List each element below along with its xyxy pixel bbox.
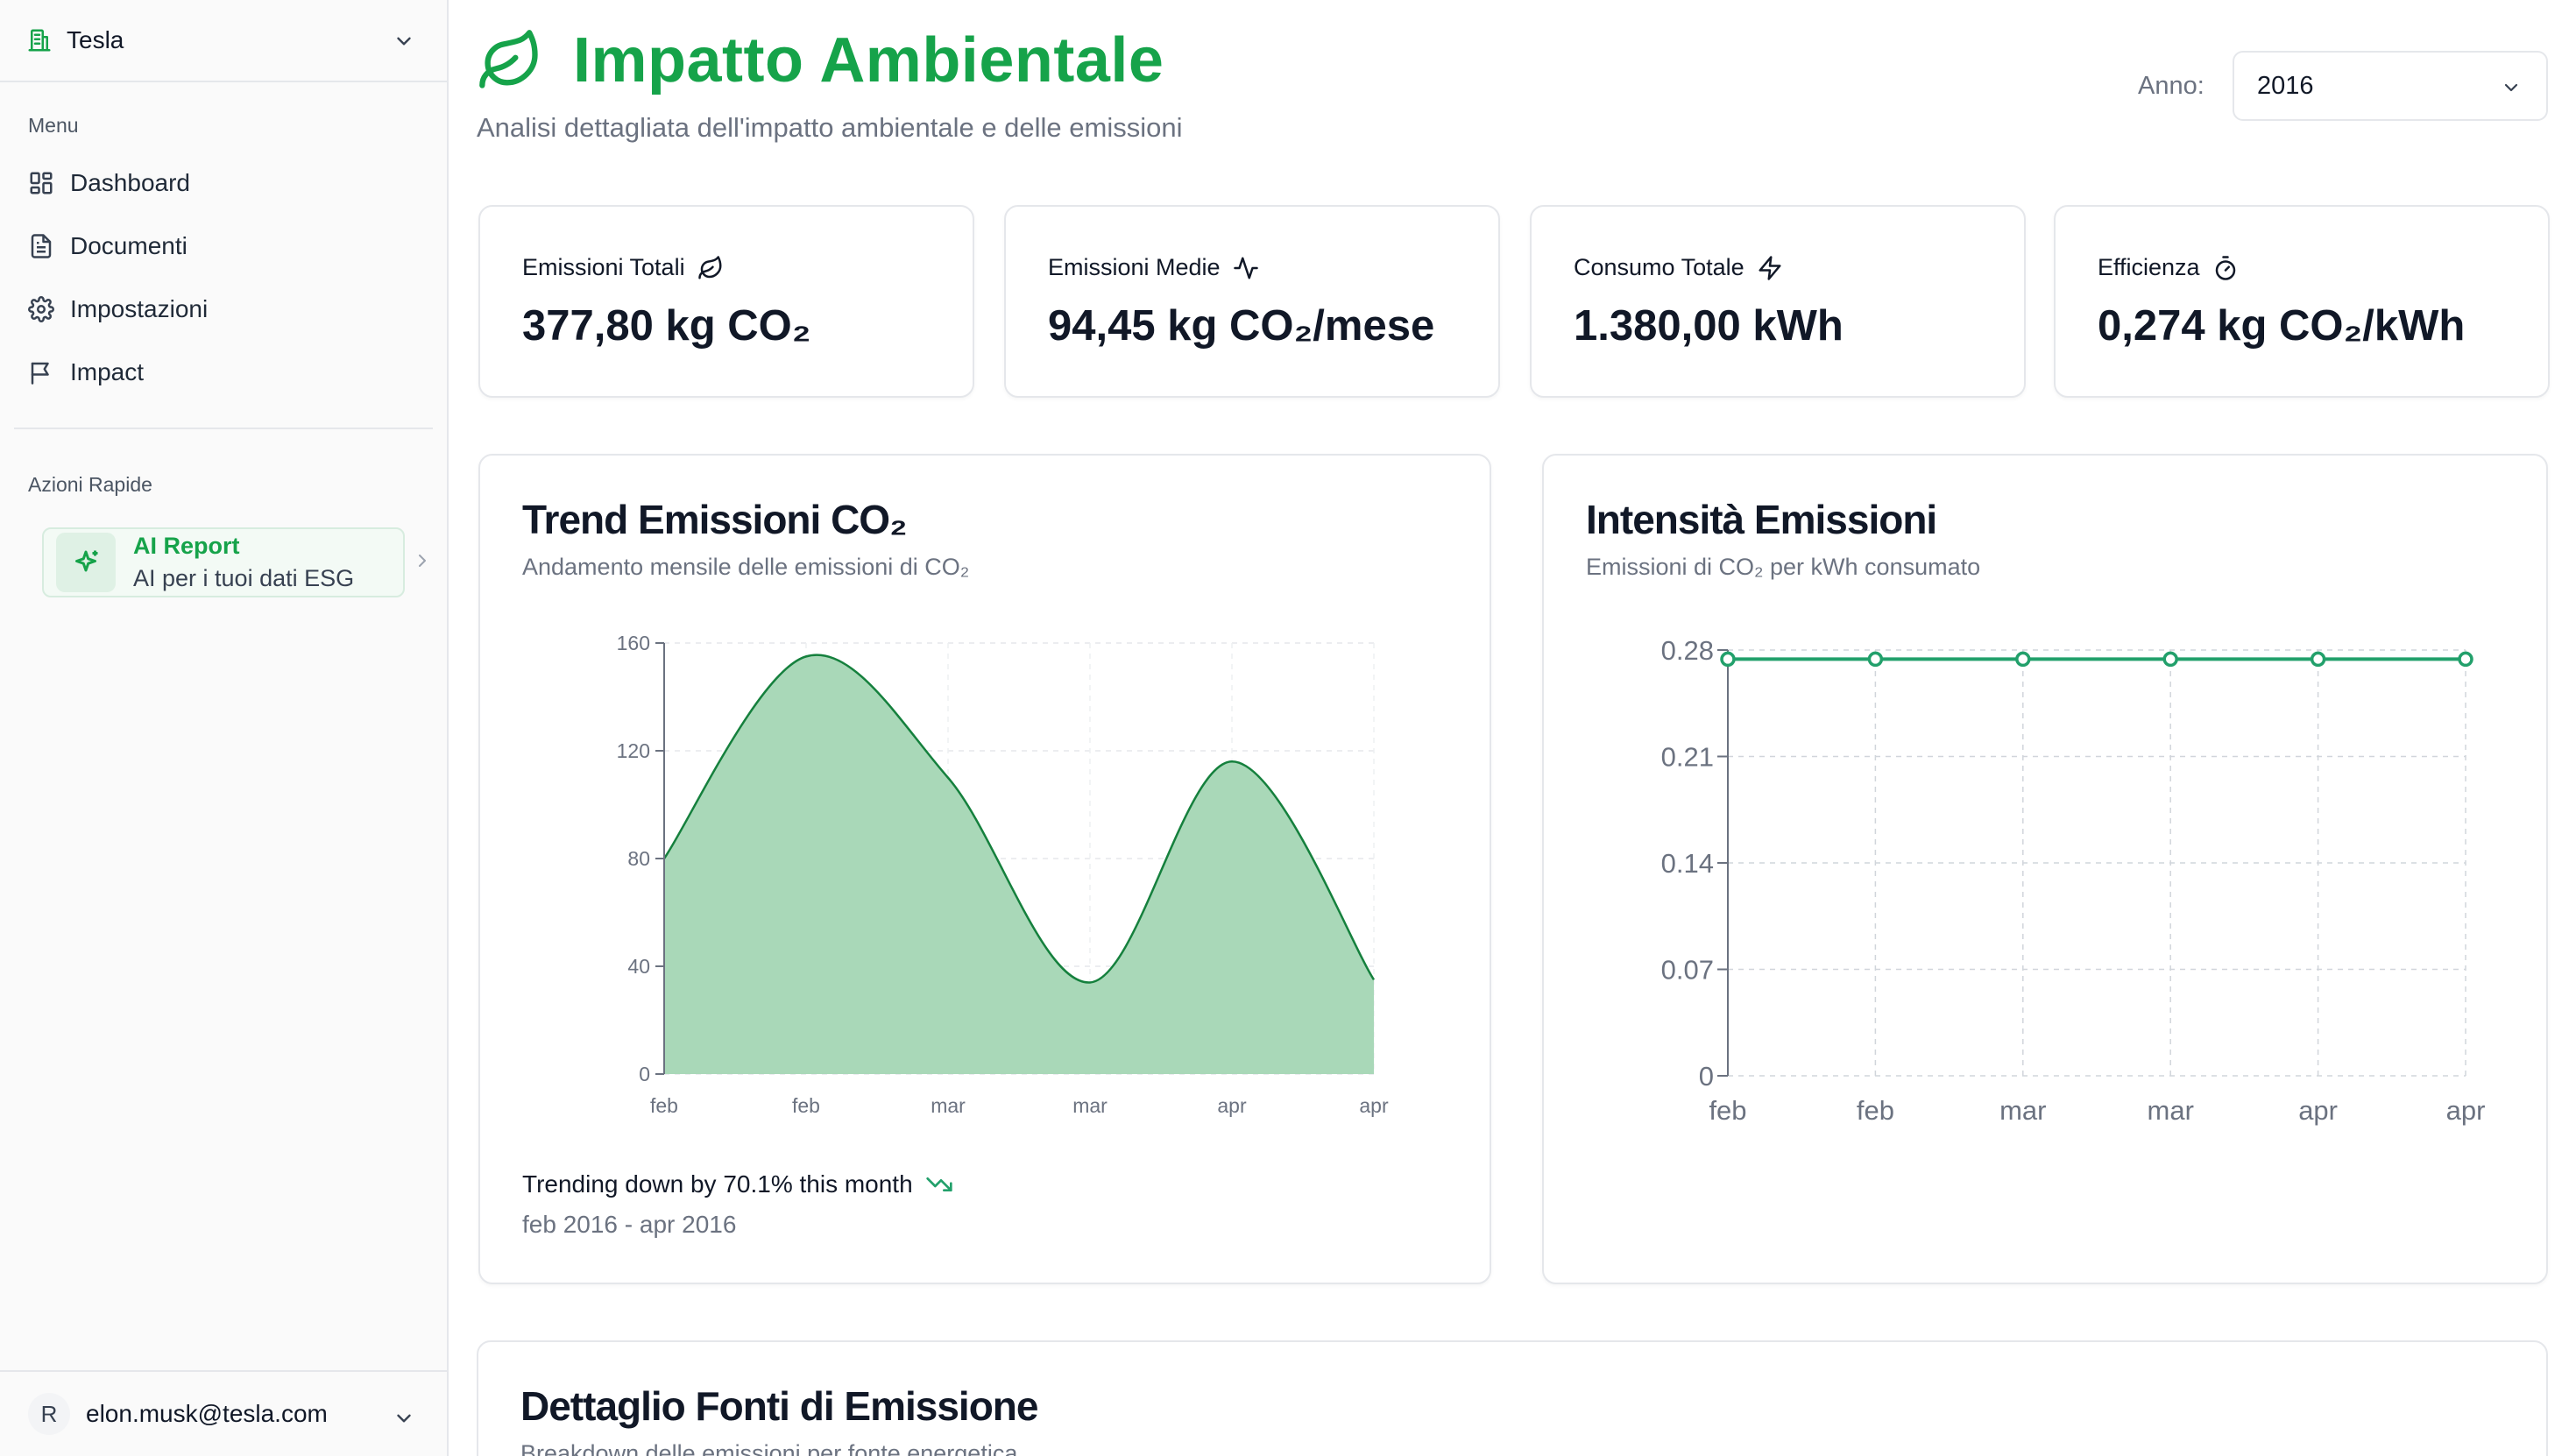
data-point — [2015, 651, 2031, 668]
area-series-line — [662, 654, 1376, 984]
y-tick-label: 160 — [617, 632, 650, 654]
quick-actions-label: Azioni Rapide — [28, 473, 152, 496]
sidebar-item-label: Documenti — [70, 232, 188, 259]
x-tick-label: apr — [1217, 1094, 1247, 1117]
ai-report-subtitle: AI per i tuoi dati ESG — [133, 565, 355, 591]
org-name: Tesla — [67, 26, 124, 53]
emission-sources-subtitle: Breakdown delle emissioni per fonte ener… — [520, 1440, 1018, 1456]
trend-chart-subtitle: Andamento mensile delle emissioni di CO₂ — [522, 554, 970, 580]
stat-value: 377,80 kg CO₂ — [522, 302, 811, 350]
data-point — [1867, 651, 1884, 668]
y-tick-label: 0.28 — [1661, 635, 1714, 666]
sidebar-divider — [14, 428, 433, 429]
x-tick-label: feb — [792, 1094, 820, 1117]
sidebar-item-label: Impact — [70, 358, 145, 385]
trend-text: Trending down by 70.1% this month — [522, 1170, 913, 1198]
document-icon — [31, 234, 52, 258]
chevron-down-icon — [397, 1414, 411, 1423]
x-tick-label: feb — [1709, 1095, 1746, 1126]
data-point — [2310, 651, 2326, 668]
intensity-chart-title: Intensità Emissioni — [1586, 497, 1937, 542]
y-tick-label: 0.14 — [1661, 848, 1714, 879]
x-tick-label: mar — [2148, 1095, 2194, 1126]
data-point — [2162, 651, 2178, 668]
page-subtitle: Analisi dettagliata dell'impatto ambient… — [477, 112, 1183, 143]
y-tick-label: 0.21 — [1661, 742, 1714, 773]
trend-summary: Trending down by 70.1% this month — [522, 1170, 953, 1198]
y-tick-label: 120 — [617, 739, 650, 762]
area-fill — [664, 654, 1374, 1074]
trend-chart-title: Trend Emissioni CO₂ — [522, 497, 908, 542]
ai-report-title: AI Report — [133, 533, 240, 559]
user-email: elon.musk@tesla.com — [86, 1400, 328, 1427]
timer-icon — [2215, 255, 2235, 280]
stat-card-consumo-totale: Consumo Totale 1.380,00 kWh — [1530, 205, 2026, 398]
flag-icon — [31, 362, 49, 385]
user-menu[interactable]: R elon.musk@tesla.com — [0, 1370, 447, 1456]
year-select[interactable]: 2016 — [2233, 51, 2548, 121]
y-tick-label: 40 — [627, 955, 650, 978]
leaf-icon — [479, 30, 538, 88]
gear-icon — [28, 296, 54, 322]
menu-section-label: Menu — [28, 114, 79, 137]
stat-card-efficienza: Efficienza 0,274 kg CO₂/kWh — [2054, 205, 2550, 398]
page-title: Impatto Ambientale — [573, 25, 1164, 95]
year-select-value: 2016 — [2257, 71, 2314, 100]
chevron-down-icon — [2504, 83, 2518, 92]
stat-label: Emissioni Medie — [1048, 254, 1221, 280]
chevron-right-icon[interactable] — [412, 550, 433, 571]
x-tick-label: feb — [1857, 1095, 1894, 1126]
data-point — [2458, 651, 2473, 668]
sidebar-item-label: Dashboard — [70, 169, 190, 196]
dashboard-icon — [30, 172, 53, 194]
intensity-chart-subtitle: Emissioni di CO₂ per kWh consumato — [1586, 554, 1981, 580]
x-tick-label: mar — [1999, 1095, 2046, 1126]
x-tick-label: feb — [650, 1094, 678, 1117]
leaf-icon — [697, 255, 722, 279]
avatar: R — [28, 1393, 70, 1435]
data-point — [1720, 651, 1736, 668]
intensity-chart: 0 0.07 0.14 0.21 0.28 feb feb mar mar apr apr — [1661, 635, 2486, 1126]
page-header: Impatto Ambientale — [477, 25, 1164, 96]
stat-value: 1.380,00 kWh — [1574, 302, 1844, 350]
activity-icon — [1233, 257, 1258, 279]
stat-label: Consumo Totale — [1574, 254, 1744, 280]
sidebar-item-label: Impostazioni — [70, 295, 209, 322]
x-tick-label: mar — [1072, 1094, 1108, 1117]
stat-label: Efficienza — [2098, 254, 2200, 280]
sidebar-item-impact[interactable]: Impact — [28, 350, 144, 394]
x-tick-label: apr — [2298, 1095, 2338, 1126]
ai-report-card[interactable]: AI Report AI per i tuoi dati ESG — [42, 527, 405, 597]
stat-value: 94,45 kg CO₂/mese — [1048, 302, 1435, 350]
y-tick-label: 80 — [627, 847, 650, 870]
trending-down-icon — [926, 1177, 952, 1191]
trend-chart: 0 40 80 120 160 feb feb mar mar apr apr — [617, 632, 1389, 1117]
trend-chart-card: Trend Emissioni CO₂ Andamento mensile de… — [478, 454, 1491, 1284]
y-tick-label: 0.07 — [1661, 955, 1714, 986]
sidebar: Tesla Menu Dashboard Documenti Impostazi… — [0, 0, 449, 1456]
intensity-chart-card: Intensità Emissioni Emissioni di CO₂ per… — [1542, 454, 2548, 1284]
bolt-icon — [1759, 255, 1781, 280]
stat-value: 0,274 kg CO₂/kWh — [2098, 302, 2466, 350]
x-tick-label: apr — [1359, 1094, 1389, 1117]
building-icon — [28, 29, 51, 52]
stat-card-emissioni-totali: Emissioni Totali 377,80 kg CO₂ — [478, 205, 974, 398]
org-switcher[interactable]: Tesla — [0, 0, 447, 82]
x-tick-label: apr — [2446, 1095, 2486, 1126]
chevron-down-icon — [397, 37, 411, 46]
sparkles-icon — [75, 550, 98, 572]
sidebar-item-impostazioni[interactable]: Impostazioni — [28, 287, 208, 331]
year-label: Anno: — [2138, 72, 2204, 100]
emission-sources-card: Dettaglio Fonti di Emissione Breakdown d… — [477, 1340, 2548, 1456]
sidebar-item-documenti[interactable]: Documenti — [28, 224, 188, 268]
stat-card-emissioni-medie: Emissioni Medie 94,45 kg CO₂/mese — [1004, 205, 1500, 398]
x-tick-label: mar — [931, 1094, 966, 1117]
y-tick-label: 0 — [1699, 1061, 1714, 1092]
stat-label: Emissioni Totali — [522, 254, 685, 280]
trend-date-range: feb 2016 - apr 2016 — [522, 1211, 737, 1238]
sidebar-item-dashboard[interactable]: Dashboard — [28, 161, 190, 205]
emission-sources-title: Dettaglio Fonti di Emissione — [520, 1383, 1038, 1429]
ai-icon-box — [56, 533, 116, 592]
y-tick-label: 0 — [639, 1063, 650, 1085]
